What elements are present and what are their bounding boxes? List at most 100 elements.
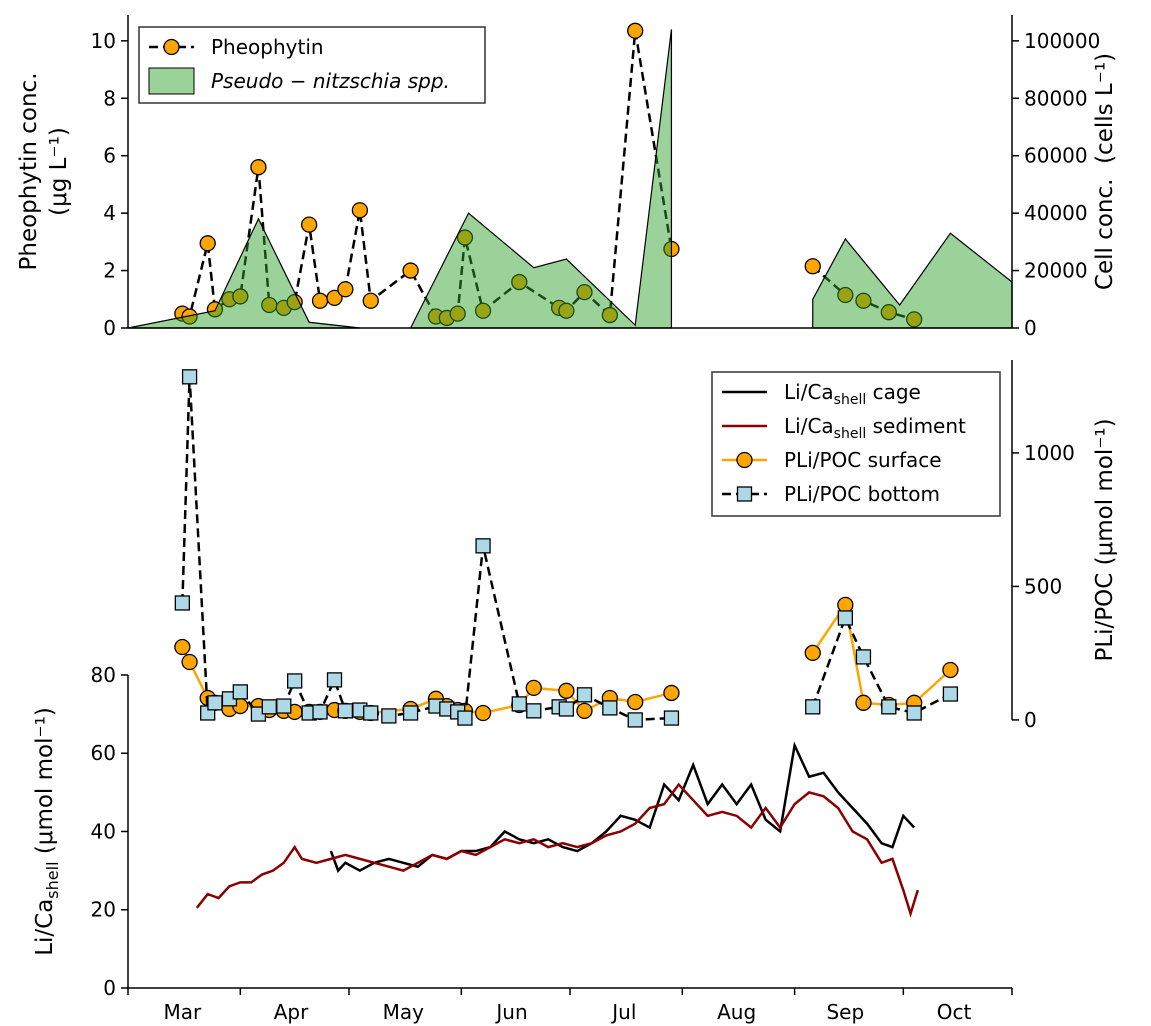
marker	[174, 638, 191, 656]
marker	[351, 202, 369, 219]
legend-marker	[736, 486, 753, 502]
marker	[942, 686, 959, 702]
legend-box	[138, 26, 486, 104]
marker	[456, 229, 474, 246]
y2-tick-label: 80000	[1024, 86, 1088, 110]
marker	[337, 281, 354, 298]
y-tick-label: 10	[91, 29, 116, 53]
label-part: Li/Ca	[32, 899, 58, 956]
marker	[286, 294, 303, 311]
legend-text: sediment	[866, 414, 966, 438]
x-tick-label: May	[383, 1000, 425, 1024]
marker	[276, 698, 292, 714]
marker	[181, 653, 198, 671]
y-axis-label: Pheophytin conc.	[16, 72, 42, 270]
legend-text: cage	[866, 380, 921, 404]
marker	[363, 705, 379, 721]
marker	[855, 292, 872, 309]
marker	[906, 311, 923, 328]
marker	[475, 538, 491, 554]
y-tick-label: 8	[103, 86, 116, 110]
y-tick-label: 20	[91, 898, 116, 922]
marker	[232, 288, 249, 305]
marker	[474, 704, 492, 722]
x-tick-label: Aug	[717, 1000, 756, 1024]
legend-label: Pheophytin	[211, 35, 324, 59]
y2-tick-label: 0	[1024, 316, 1037, 340]
x-tick-label: Apr	[274, 1000, 309, 1024]
y-tick-label: 4	[103, 201, 116, 225]
line	[329, 741, 916, 873]
marker	[402, 705, 419, 721]
y2-tick-label: 1000	[1024, 441, 1075, 465]
y2-tick-label: 40000	[1024, 201, 1088, 225]
marker	[362, 292, 379, 309]
marker	[837, 286, 854, 304]
y-tick-label: 6	[103, 144, 116, 168]
legend-text: Pheophytin	[211, 35, 324, 59]
legend-label: PLi/POC surface	[784, 448, 942, 472]
line	[195, 782, 919, 918]
marker	[558, 302, 575, 319]
x-tick-label: Sep	[826, 1000, 864, 1024]
y-axis-label: Li/Cashell (μmol mol⁻¹)	[32, 707, 62, 956]
x-tick-label: Jul	[610, 1000, 636, 1024]
marker	[880, 304, 897, 321]
label-part: (μmol mol⁻¹)	[32, 707, 58, 861]
marker	[576, 687, 593, 703]
marker	[449, 305, 466, 322]
marker	[311, 292, 329, 309]
marker	[855, 694, 872, 711]
marker	[558, 701, 575, 717]
marker	[906, 705, 922, 721]
y2-tick-label: 500	[1024, 574, 1062, 598]
y2-tick-label: 0	[1024, 708, 1037, 732]
y-tick-label: 2	[103, 259, 116, 283]
y-axis-label: (μg L⁻¹)	[46, 127, 72, 216]
legend-label: Li/Cashell sediment	[784, 414, 966, 442]
y-tick-label: 40	[91, 819, 116, 843]
marker	[181, 308, 198, 325]
legend-marker	[163, 38, 180, 56]
marker	[199, 235, 216, 252]
marker	[804, 258, 821, 275]
legend-marker	[736, 451, 753, 469]
marker	[576, 702, 593, 719]
marker	[881, 699, 897, 715]
marker	[525, 679, 542, 697]
y2-tick-label: 100000	[1024, 29, 1100, 53]
marker	[337, 703, 354, 719]
legend-box	[711, 371, 1001, 517]
y2-axis-label: PLi/POC (μmol mol⁻¹)	[1092, 418, 1118, 661]
legend-sub: shell	[834, 392, 867, 408]
marker	[312, 704, 328, 720]
marker	[300, 216, 318, 233]
marker	[511, 696, 527, 712]
marker	[942, 661, 959, 679]
marker	[602, 700, 618, 716]
legend-swatch	[148, 67, 195, 95]
marker	[326, 289, 343, 306]
marker	[261, 699, 277, 715]
y-tick-label: 0	[103, 976, 116, 1000]
legend-text: Li/Ca	[784, 380, 834, 404]
x-tick-label: Oct	[937, 1000, 972, 1024]
y2-axis-label: Cell conc. (cells L⁻¹)	[1092, 53, 1118, 290]
marker	[402, 262, 419, 279]
marker	[627, 712, 643, 728]
marker	[855, 649, 872, 665]
legend-label: Pseudo − nitzschia spp.	[211, 69, 450, 93]
legend-text: PLi/POC surface	[784, 448, 942, 472]
legend-label: Li/Cashell cage	[784, 380, 921, 408]
legend-text: Li/Ca	[784, 414, 834, 438]
label-sub: shell	[43, 861, 62, 898]
marker	[181, 369, 198, 385]
legend-text: Pseudo − nitzschia spp.	[211, 69, 450, 93]
legend-sub: shell	[834, 426, 867, 442]
marker	[576, 283, 593, 301]
marker	[232, 684, 248, 700]
marker	[627, 693, 644, 711]
marker	[474, 302, 492, 319]
marker	[250, 159, 267, 176]
marker	[805, 699, 821, 715]
